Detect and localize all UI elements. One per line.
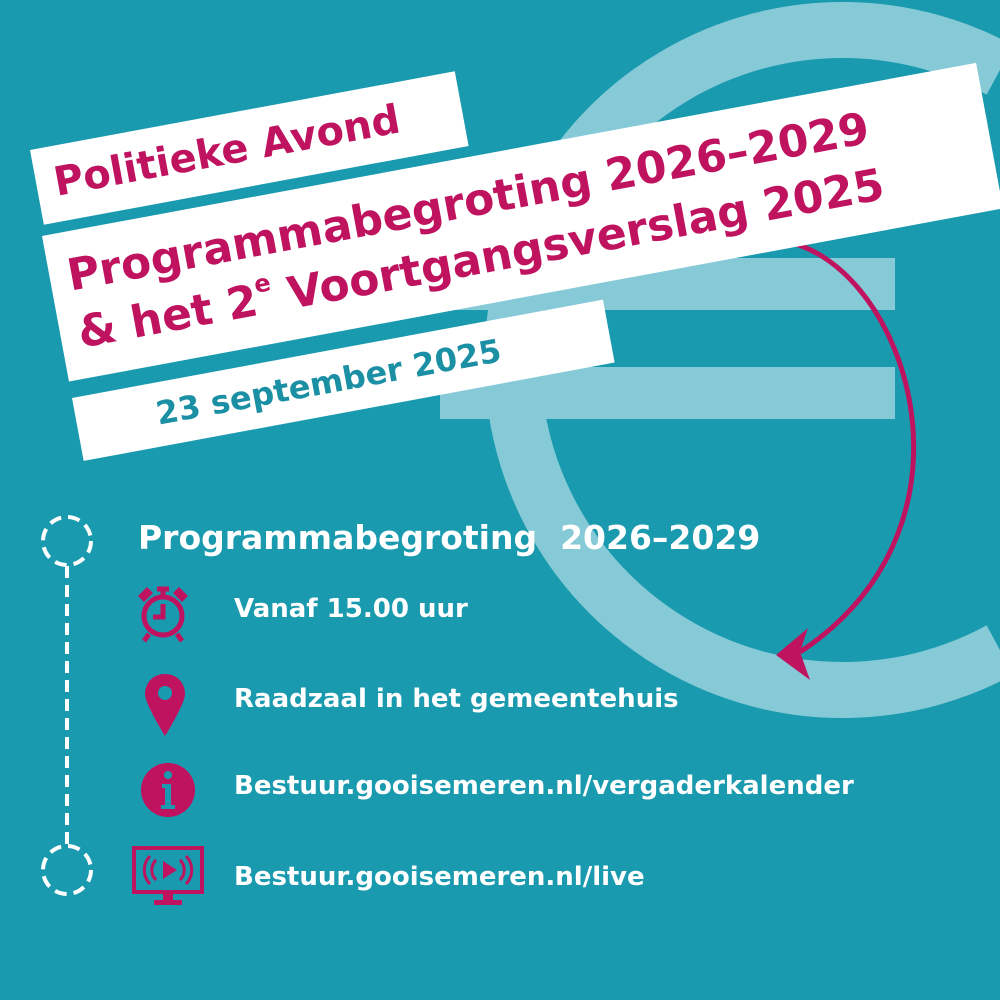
- timeline: [41, 515, 93, 896]
- schedule-heading: Programmabegroting 2026–2029: [138, 518, 761, 557]
- live-link[interactable]: Bestuur.gooisemeren.nl/live: [234, 862, 645, 892]
- arrow-head-icon: [776, 628, 810, 680]
- time-text: Vanaf 15.00 uur: [234, 594, 468, 624]
- location-pin-icon: [145, 674, 185, 736]
- live-stream-monitor-icon: [132, 846, 204, 905]
- calendar-link[interactable]: Bestuur.gooisemeren.nl/vergaderkalender: [234, 771, 854, 801]
- alarm-clock-icon: [138, 586, 188, 643]
- curved-arrow: [774, 237, 917, 655]
- info-icon: [141, 763, 195, 817]
- location-text: Raadzaal in het gemeentehuis: [234, 684, 679, 714]
